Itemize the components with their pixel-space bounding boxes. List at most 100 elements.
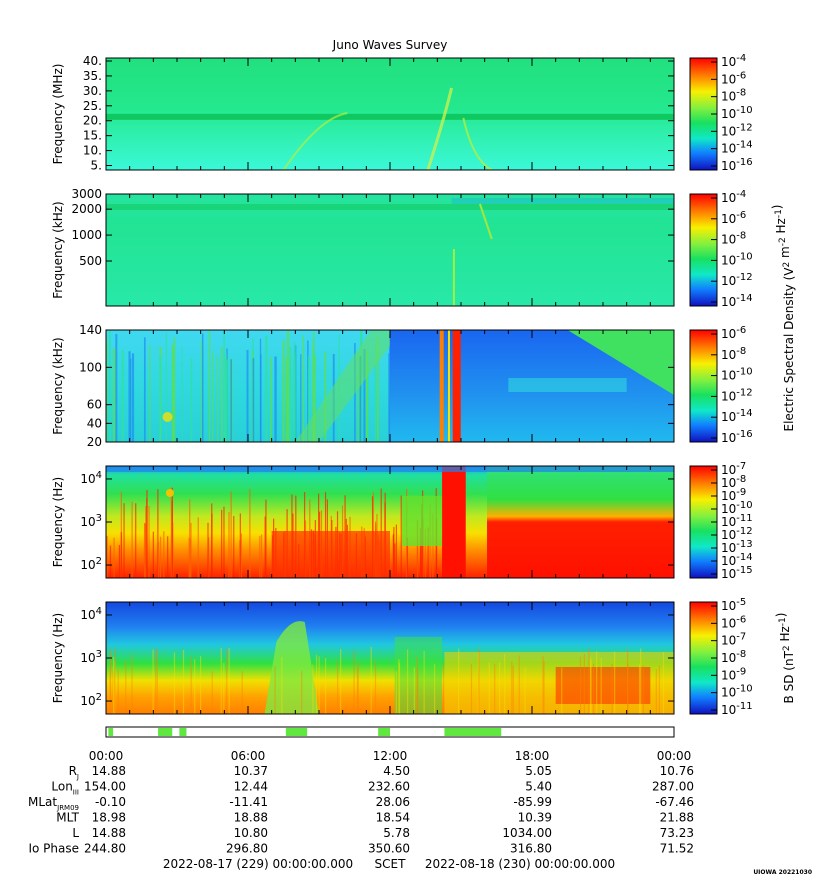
panel-3: 140 100 60 40 20 Frequency (kHz) <box>51 323 675 449</box>
ephem-label: LonIII <box>51 780 79 797</box>
x-tick-label: 00:00 <box>657 749 692 763</box>
ephem-value: 73.23 <box>660 826 694 840</box>
panel-3-ytick-label: 60 <box>87 398 102 412</box>
colorbar-5-tick: 10-8 <box>721 649 746 665</box>
ephem-value: -85.99 <box>513 795 552 809</box>
colorbar-4-tick: 10-15 <box>721 565 753 581</box>
ephem-value: 14.88 <box>92 764 126 778</box>
ephem-value: 10.39 <box>518 811 552 825</box>
colorbar-5-tick: 10-7 <box>721 632 746 648</box>
x-tick-label: 18:00 <box>515 749 550 763</box>
ephem-value: 21.88 <box>660 811 694 825</box>
ephem-label: RJ <box>69 764 79 781</box>
panel-1-spectrogram <box>106 58 674 170</box>
ephem-value: 296.80 <box>226 842 268 856</box>
panel-1-ytick-label: 35. <box>83 69 102 83</box>
colorbar-4-tick: 10-11 <box>721 513 753 529</box>
panel-3-ytick-label: 100 <box>79 360 102 374</box>
panel-5-ylabel: Frequency (Hz) <box>51 613 65 704</box>
ephem-value: -0.10 <box>95 795 126 809</box>
band-20mhz <box>106 113 674 120</box>
panel-1-ytick-label: 20. <box>83 114 102 128</box>
mode-bar-segment <box>444 728 502 736</box>
ephem-label: MLatJRM09 <box>28 795 79 812</box>
colorbar-1-tick: 10-4 <box>721 53 746 69</box>
ephem-value: 287.00 <box>652 780 694 794</box>
panel-5-spectrogram <box>106 602 674 714</box>
panel-4-ytick-label: 103 <box>80 513 102 529</box>
colorbar-3-tick: 10-14 <box>721 408 753 424</box>
scet-end: 2022-08-18 (230) 00:00:00.000 <box>425 857 615 871</box>
panel-2-background <box>106 194 674 306</box>
colorbar-3-tick: 10-12 <box>721 387 753 403</box>
ephem-value: 10.80 <box>234 826 268 840</box>
ephem-value: 71.52 <box>660 842 694 856</box>
mode-bar-segment <box>158 728 173 736</box>
panel-1-ylabel: Frequency (MHz) <box>51 64 65 165</box>
colorbar-3: 10-6 10-8 10-10 10-12 10-14 10-16 <box>689 325 753 445</box>
ephem-value: 28.06 <box>376 795 410 809</box>
panel-1-ytick-label: 40. <box>83 54 102 68</box>
colorbar-4-tick: 10-13 <box>721 539 753 555</box>
ephem-value: 1034.00 <box>502 826 552 840</box>
ephem-value: 14.88 <box>92 826 126 840</box>
colorbar-2-tick: 10-6 <box>721 210 746 226</box>
colorbar-3-ramp <box>689 329 718 443</box>
panel-3-ytick-label: 20 <box>87 435 102 449</box>
x-tick-label: 06:00 <box>231 749 266 763</box>
panel-2-ytick-label: 3000 <box>71 187 102 201</box>
colorbar-1-tick: 10-12 <box>721 122 753 138</box>
ephem-label: Io Phase <box>28 842 79 856</box>
panel-3-ytick-label: 40 <box>87 416 102 430</box>
ephem-value: 18.88 <box>234 811 268 825</box>
colorbar-5-tick: 10-5 <box>721 597 746 613</box>
ephem-value: 12.44 <box>234 780 268 794</box>
panel-4-spectrogram <box>106 466 674 578</box>
ephem-value: 154.00 <box>84 780 126 794</box>
panel-1-ytick-label: 30. <box>83 84 102 98</box>
panel-5: 104 103 102 Frequency (Hz) <box>51 601 675 715</box>
colorbar-3-tick: 10-16 <box>721 429 753 445</box>
colorbar-2-label: Electric Spectral Density (V2 m-2 Hz-1) <box>770 204 796 431</box>
ephem-value: 10.76 <box>660 764 694 778</box>
panel-2-ytick-label: 500 <box>79 254 102 268</box>
colorbar-3-tick: 10-6 <box>721 325 746 341</box>
chart-title: Juno Waves Survey <box>332 38 448 52</box>
panel-3-spectrogram <box>106 330 674 442</box>
colorbar-5-tick: 10-9 <box>721 666 746 682</box>
colorbar-2: 10-4 10-6 10-8 10-10 10-12 10-14 Electric Spec… <box>689 189 796 432</box>
mode-bar-segment <box>285 728 308 736</box>
colorbar-4-tick: 10-12 <box>721 526 753 542</box>
ephem-value: -11.41 <box>229 795 268 809</box>
colorbar-5-tick: 10-10 <box>721 684 753 700</box>
ephem-value: 5.05 <box>525 764 552 778</box>
ephem-label: MLT <box>56 811 79 825</box>
colorbar-4-tick: 10-10 <box>721 500 753 516</box>
colorbar-2-tick: 10-4 <box>721 189 746 205</box>
credit-label: UIOWA 20221030 <box>753 869 812 876</box>
ephem-value: 232.60 <box>368 780 410 794</box>
colorbar-1-tick: 10-8 <box>721 88 746 104</box>
panel-5-ytick-label: 103 <box>80 649 102 665</box>
colorbar-4: 10-710-810-910-1010-1110-1210-1310-1410-… <box>689 461 753 581</box>
panel-3-ylabel: Frequency (kHz) <box>51 337 65 434</box>
colorbar-3-tick: 10-8 <box>721 346 746 362</box>
mode-bar-segment <box>378 728 390 736</box>
colorbar-1-tick: 10-16 <box>721 157 753 173</box>
colorbar-1-tick: 10-10 <box>721 105 753 121</box>
panel-1-ytick-label: 5. <box>91 159 102 173</box>
ephem-value: 244.80 <box>84 842 126 856</box>
ephem-value: 316.80 <box>510 842 552 856</box>
ephem-value: 10.37 <box>234 764 268 778</box>
panel-1-ytick-label: 10. <box>83 144 102 158</box>
colorbar-2-ramp <box>689 193 718 307</box>
ephem-label: L <box>72 826 79 840</box>
ephem-value: 4.50 <box>383 764 410 778</box>
colorbar-4-tick: 10-7 <box>721 461 746 477</box>
colorbar-5-label: B SD (nT2 Hz-1) <box>774 613 796 704</box>
panel-4-ylabel: Frequency (Hz) <box>51 477 65 568</box>
colorbar-4-tick: 10-14 <box>721 552 753 568</box>
